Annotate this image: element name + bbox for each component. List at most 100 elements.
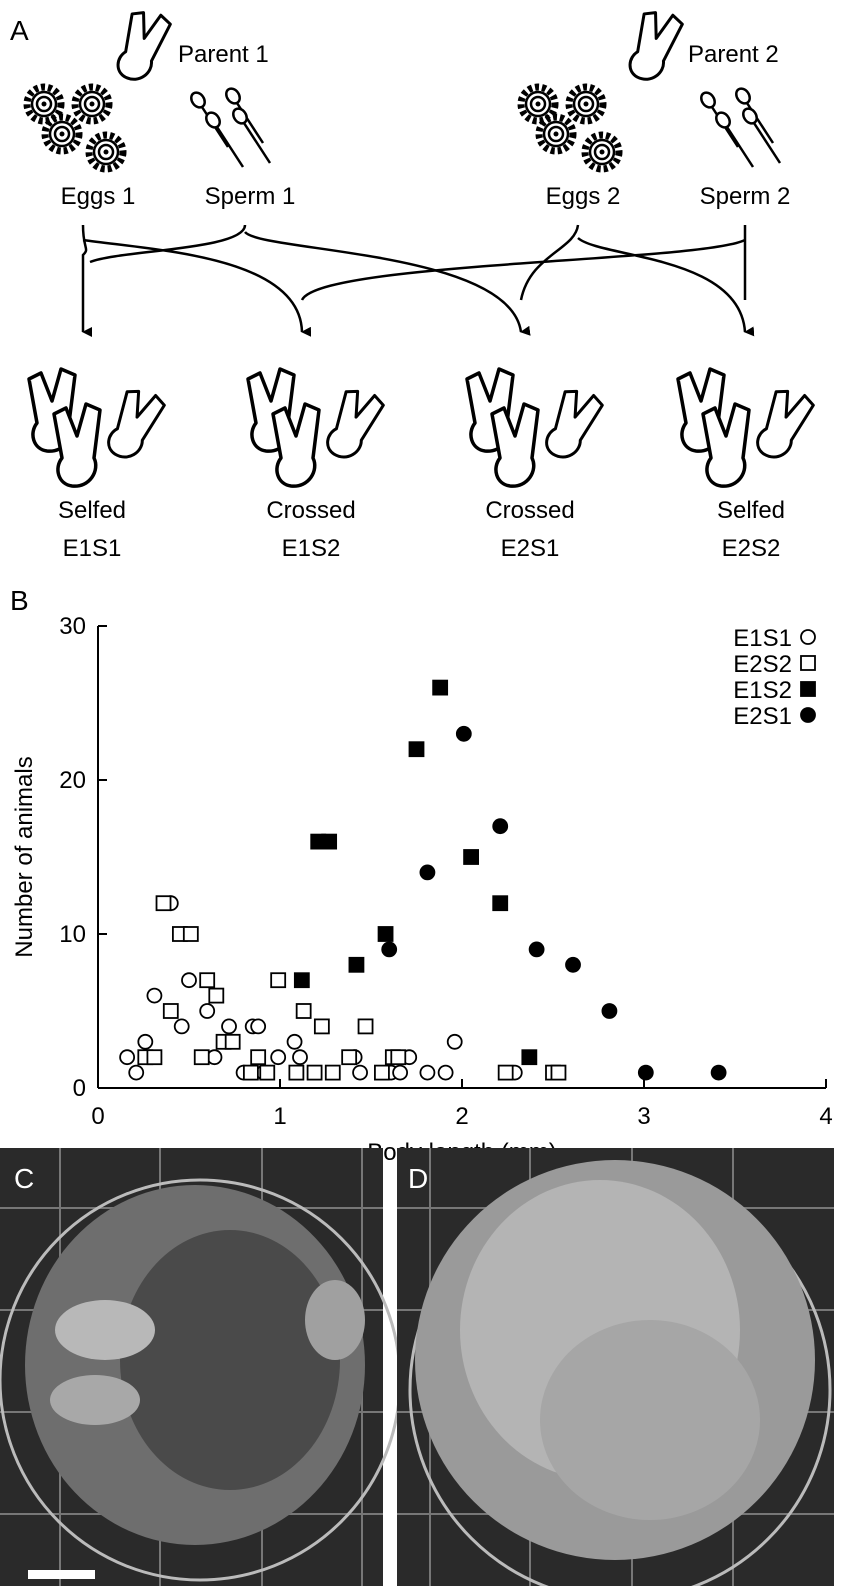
panel-a: A Parent 1 Eggs 1 Sperm 1 Parent 2 Eggs … [10, 4, 816, 562]
data-point [146, 987, 163, 1004]
x-tick-label: 3 [637, 1103, 650, 1130]
data-point [137, 1033, 154, 1050]
data-point [324, 1064, 341, 1081]
data-point [419, 1064, 436, 1081]
data-point [392, 1064, 409, 1081]
data-point [601, 1003, 618, 1019]
data-point [352, 1064, 368, 1081]
sperm-label: Sperm 2 [700, 183, 791, 210]
panel-label: C [14, 1163, 34, 1194]
x-tick-label: 1 [273, 1103, 286, 1130]
data-point [250, 1049, 267, 1066]
data-point [357, 1018, 374, 1035]
data-point [374, 1064, 390, 1081]
data-point [432, 679, 449, 696]
data-point [565, 956, 581, 973]
sperm-icon [187, 84, 272, 169]
data-point [637, 1064, 654, 1081]
data-point [295, 1003, 312, 1019]
data-point [288, 1064, 305, 1081]
offspring-kind: Selfed [717, 497, 785, 524]
data-point [250, 1018, 267, 1035]
data-point [155, 895, 172, 912]
data-point [208, 987, 225, 1004]
offspring-code: E1S2 [282, 535, 341, 562]
data-point [199, 972, 216, 989]
data-point [286, 1033, 303, 1050]
offspring-code: E2S2 [722, 535, 781, 562]
data-point [313, 1018, 330, 1035]
data-point [306, 1064, 323, 1081]
data-point [173, 1018, 190, 1035]
data-point [221, 1018, 237, 1035]
data-point [162, 1003, 179, 1019]
panel-d: D [397, 1148, 834, 1591]
data-point [119, 1049, 136, 1066]
sperm-label: Sperm 1 [205, 183, 296, 210]
panel-label: B [10, 585, 29, 616]
panel-c: C [0, 1148, 402, 1586]
data-point [419, 864, 436, 881]
panel-label: D [408, 1163, 428, 1194]
parent-icon [621, 4, 686, 88]
offspring-icon [678, 369, 816, 486]
eggs-icon [27, 87, 123, 169]
data-point [492, 818, 509, 835]
data-point [550, 1064, 567, 1081]
data-point [146, 1049, 163, 1066]
data-point [521, 1049, 538, 1066]
legend-label: E2S2 [733, 651, 792, 678]
x-tick-label: 0 [91, 1103, 104, 1130]
y-tick-label: 0 [73, 1075, 86, 1102]
parent-label: Parent 1 [178, 41, 269, 68]
sperm-icon [697, 84, 782, 169]
data-point [293, 972, 310, 989]
data-point [193, 1049, 210, 1066]
data-point [463, 849, 480, 865]
eggs-label: Eggs 1 [61, 183, 136, 210]
offspring-kind: Crossed [485, 497, 574, 524]
y-tick-label: 20 [59, 767, 86, 794]
data-point [381, 941, 398, 958]
data-point [321, 833, 338, 850]
x-tick-label: 4 [819, 1103, 832, 1130]
data-point [181, 972, 197, 989]
legend-marker [800, 629, 816, 645]
offspring-code: E1S1 [63, 535, 122, 562]
data-point [259, 1064, 276, 1081]
legend-label: E1S1 [733, 625, 792, 652]
y-tick-label: 10 [59, 921, 86, 948]
data-point [390, 1049, 407, 1066]
data-point [528, 941, 545, 958]
legend-marker [800, 707, 816, 723]
data-point [224, 1033, 241, 1050]
data-point [492, 895, 509, 912]
data-point [348, 956, 365, 973]
data-point [270, 1049, 287, 1066]
y-tick-label: 30 [59, 613, 86, 640]
offspring-kind: Crossed [266, 497, 355, 524]
data-point [128, 1064, 145, 1081]
data-point [182, 926, 199, 942]
offspring-code: E2S1 [501, 535, 560, 562]
offspring-icon [29, 369, 167, 486]
offspring-icon [467, 369, 605, 486]
data-point [242, 1064, 259, 1081]
data-point [270, 972, 287, 989]
data-point [199, 1003, 216, 1019]
parent-label: Parent 2 [688, 41, 779, 68]
data-point [446, 1033, 463, 1050]
legend-marker [800, 655, 816, 671]
cross-arrows [81, 224, 755, 337]
data-point [455, 725, 472, 742]
data-point [292, 1049, 308, 1066]
y-axis-label: Number of animals [11, 756, 38, 957]
data-point [710, 1064, 727, 1081]
eggs-icon [521, 87, 619, 169]
data-point [437, 1064, 454, 1081]
x-tick-label: 2 [455, 1103, 468, 1130]
data-point [497, 1064, 514, 1081]
